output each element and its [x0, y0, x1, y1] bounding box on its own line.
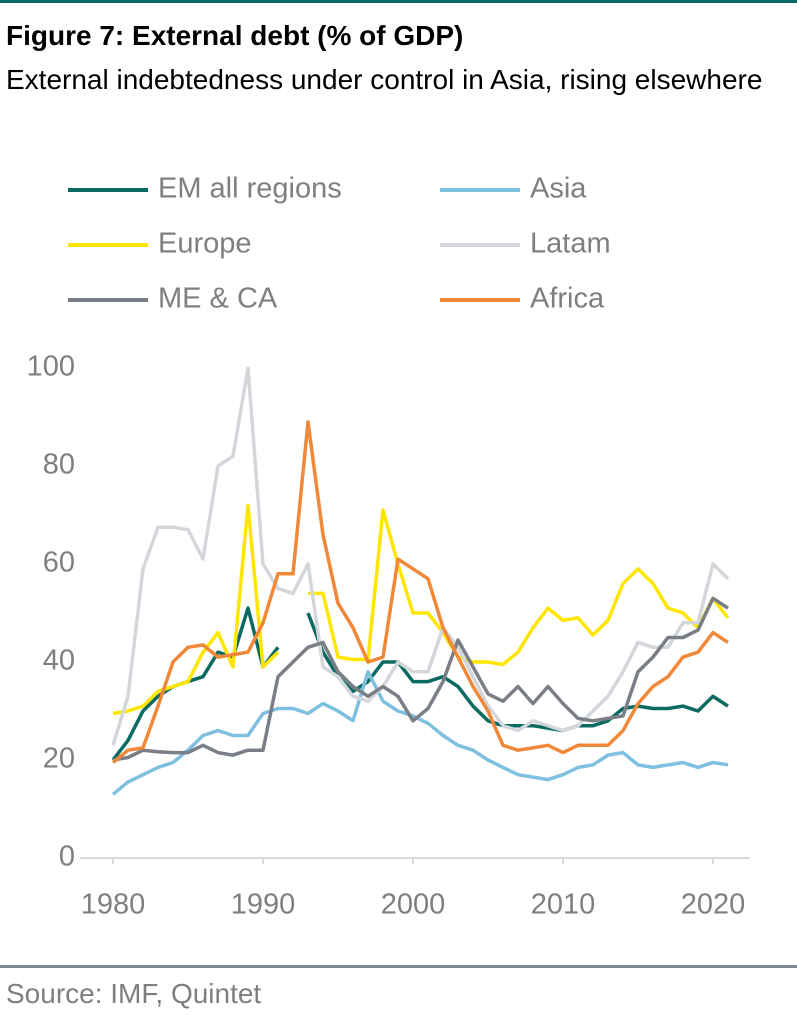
top-rule: [0, 0, 797, 3]
chart-subtitle: External indebtedness under control in A…: [6, 64, 763, 95]
legend-label: EM all regions: [158, 173, 342, 205]
y-tick-label: 0: [59, 841, 75, 873]
x-tick-label: 1990: [231, 889, 296, 921]
source-note: Source: IMF, Quintet: [6, 978, 262, 1009]
bottom-rule: [0, 965, 797, 968]
legend-label: Africa: [530, 283, 605, 315]
series-line: [112, 596, 729, 762]
legend-label: ME & CA: [158, 283, 278, 315]
legend-label: Asia: [530, 173, 587, 205]
y-tick-label: 60: [43, 547, 75, 579]
series-line: [112, 503, 730, 716]
x-tick-label: 2010: [531, 889, 596, 921]
y-tick-label: 40: [43, 645, 75, 677]
series-line: [111, 366, 730, 746]
chart: 0 20 40 60 80 100 1980 1990 2000 2010 2020 EM all r…: [27, 173, 750, 921]
y-tick-label: 20: [43, 743, 75, 775]
series-line: [111, 420, 729, 764]
y-tick-label: 100: [27, 351, 75, 383]
chart-title: Figure 7: External debt (% of GDP): [6, 20, 464, 51]
legend-label: Europe: [158, 228, 252, 260]
series-line: [111, 670, 729, 796]
x-tick-label: 2020: [681, 889, 746, 921]
y-tick-label: 80: [43, 449, 75, 481]
legend-label: Latam: [530, 228, 611, 260]
series-line: [111, 606, 729, 762]
x-tick-label: 1980: [81, 889, 146, 921]
x-tick-label: 2000: [381, 889, 446, 921]
